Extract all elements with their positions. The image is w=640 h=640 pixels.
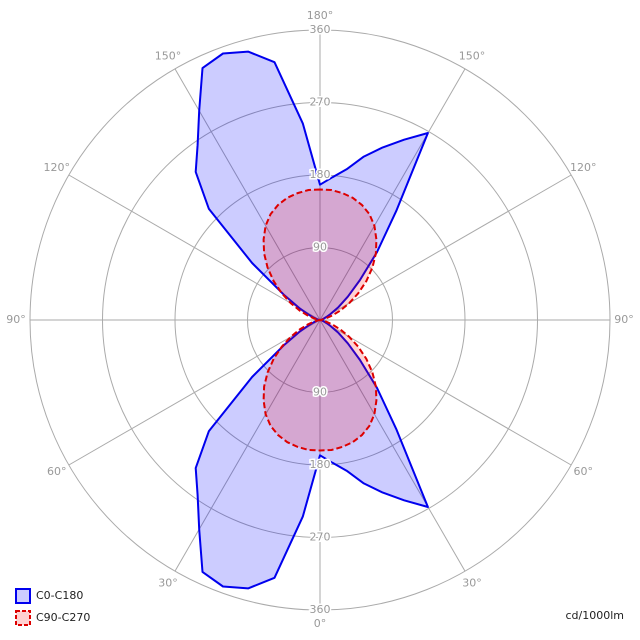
r-tick-label: 360 bbox=[310, 603, 331, 616]
angle-tick-label: 30° bbox=[158, 576, 178, 589]
angle-tick-label: 180° bbox=[307, 9, 334, 22]
r-tick-label: 180 bbox=[310, 168, 331, 181]
angle-tick-label: 90° bbox=[614, 313, 634, 326]
angle-tick-label: 150° bbox=[459, 50, 486, 63]
grid-spoke bbox=[319, 319, 466, 572]
r-tick-label: 180 bbox=[310, 458, 331, 471]
r-tick-label: 90 bbox=[313, 241, 327, 254]
angle-tick-label: 0° bbox=[314, 617, 327, 630]
angle-tick-label: 60° bbox=[47, 465, 67, 478]
unit-label: cd/1000lm bbox=[565, 609, 624, 622]
grid-spoke bbox=[68, 174, 321, 321]
legend-label: C0-C180 bbox=[36, 589, 83, 602]
angle-tick-label: 150° bbox=[155, 50, 182, 63]
series-curve bbox=[262, 188, 378, 452]
angle-tick-label: 120° bbox=[43, 161, 70, 174]
grid-spoke bbox=[319, 174, 572, 321]
series-curve bbox=[194, 50, 429, 590]
r-tick-label: 270 bbox=[310, 531, 331, 544]
legend-label: C90-C270 bbox=[36, 611, 90, 624]
grid-spoke bbox=[319, 319, 572, 466]
angle-tick-label: 60° bbox=[574, 465, 594, 478]
angle-tick-label: 90° bbox=[6, 313, 26, 326]
r-tick-label: 90 bbox=[313, 386, 327, 399]
angle-tick-label: 120° bbox=[570, 161, 597, 174]
legend-swatch bbox=[15, 610, 31, 626]
r-tick-label: 270 bbox=[310, 96, 331, 109]
grid-spoke bbox=[68, 319, 321, 466]
legend-swatch bbox=[15, 588, 31, 604]
grid-spoke bbox=[319, 68, 466, 321]
angle-tick-label: 30° bbox=[462, 576, 482, 589]
r-tick-label: 360 bbox=[310, 23, 331, 36]
